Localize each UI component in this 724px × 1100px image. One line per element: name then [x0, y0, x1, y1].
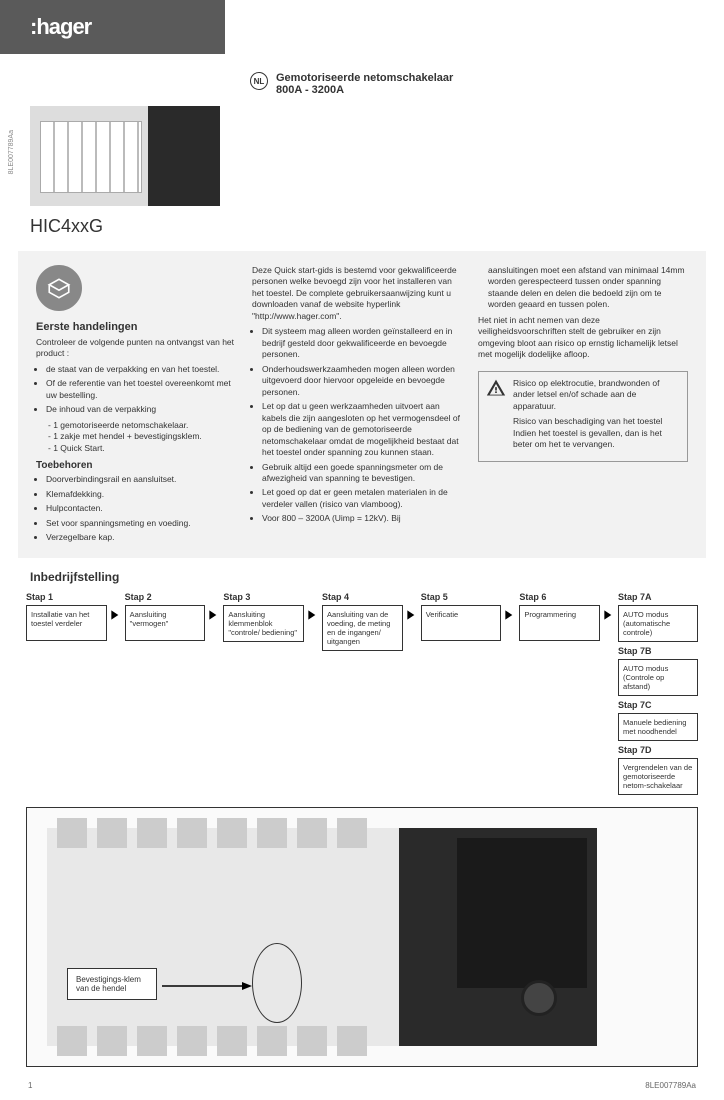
step-box: Programmering	[519, 605, 600, 641]
side-code: 8LE007789Aa	[8, 130, 15, 174]
section-title-inbedrijfstelling: Inbedrijfstelling	[0, 558, 724, 592]
step-box: Verificatie	[421, 605, 502, 641]
steps-row: Stap 1 Installatie van het toestel verdel…	[0, 592, 724, 795]
callout-label: Bevestigings-klem van de hendel	[67, 968, 157, 1000]
page-footer: 1 8LE007789Aa	[0, 1075, 724, 1100]
content-band: Eerste handelingen Controleer de volgend…	[18, 251, 706, 558]
column-2: Deze Quick start-gids is bestemd voor ge…	[252, 265, 462, 548]
step-label: Stap 6	[519, 592, 600, 602]
callout-ellipse	[252, 943, 302, 1023]
box-icon	[36, 265, 82, 311]
arrow-icon	[207, 592, 221, 622]
footer-code: 8LE007789Aa	[645, 1081, 696, 1090]
step-box: Aansluiting klemmenblok "controle/ bedie…	[223, 605, 304, 642]
step-box: Installatie van het toestel verdeler	[26, 605, 107, 641]
step-box: AUTO modus (Controle op afstand)	[618, 659, 698, 696]
bullet-list-1: de staat van de verpakking en van het to…	[36, 364, 236, 416]
brand-header: :hager	[0, 0, 225, 54]
callout-arrow-icon	[162, 980, 252, 992]
step-column: Stap 6 Programmering	[519, 592, 600, 641]
model-code: HIC4xxG	[0, 212, 724, 251]
step-label: Stap 1	[26, 592, 107, 602]
device-body	[47, 828, 597, 1046]
safety-paragraph: Het niet in acht nemen van deze veilighe…	[478, 315, 688, 361]
arrow-icon	[109, 592, 123, 622]
step-column: Stap 1 Installatie van het toestel verdel…	[26, 592, 107, 641]
product-title: Gemotoriseerde netomschakelaar	[276, 72, 453, 84]
step-box: Vergrendelen van de gemotoriseerde netom…	[618, 758, 698, 795]
intro-text-2: Deze Quick start-gids is bestemd voor ge…	[252, 265, 462, 322]
title-row: NL Gemotoriseerde netomschakelaar 800A -…	[250, 72, 724, 96]
warning-icon	[485, 378, 507, 398]
step-box: Manuele bediening met noodhendel	[618, 713, 698, 741]
product-thumbnail	[30, 106, 220, 206]
step-column: Stap 3 Aansluiting klemmenblok "controle/…	[223, 592, 304, 642]
warning-text-1: Risico op elektrocutie, brandwonden of a…	[513, 378, 681, 412]
step-label: Stap 7D	[618, 745, 698, 755]
product-range: 800A - 3200A	[276, 84, 453, 96]
continuation-text: aansluitingen moet een afstand van minim…	[478, 265, 688, 311]
large-product-diagram: Bevestigings-klem van de hendel	[26, 807, 698, 1067]
step-label: Stap 3	[223, 592, 304, 602]
step-box: Aansluiting "vermogen"	[125, 605, 206, 641]
step-column: Stap 2 Aansluiting "vermogen"	[125, 592, 206, 641]
intro-text-1: Controleer de volgende punten na ontvang…	[36, 337, 236, 360]
section-heading-1: Eerste handelingen	[36, 321, 236, 333]
rotary-dial	[521, 980, 557, 1016]
step-label: Stap 7B	[618, 646, 698, 656]
brand-logo: :hager	[30, 14, 91, 39]
arrow-icon	[306, 592, 320, 622]
step-column: Stap 4 Aansluiting van de voeding, de met…	[322, 592, 403, 651]
column-3: aansluitingen moet een afstand van minim…	[478, 265, 688, 548]
bullet-list-2: Doorverbindingsrail en aansluitset.Klema…	[36, 474, 236, 543]
step-column: Stap 5 Verificatie	[421, 592, 502, 641]
step-label: Stap 2	[125, 592, 206, 602]
control-panel	[457, 838, 587, 988]
arrow-icon	[503, 592, 517, 622]
sub-heading-toebehoren: Toebehoren	[36, 460, 236, 471]
bullet-list-3: Dit systeem mag alleen worden geïnstalle…	[252, 326, 462, 525]
warning-text-2: Risico van beschadiging van het toestel …	[513, 416, 681, 450]
step-label: Stap 4	[322, 592, 403, 602]
sub-bullets: - 1 gemotoriseerde netomschakelaar.- 1 z…	[36, 420, 236, 454]
step-label: Stap 5	[421, 592, 502, 602]
arrow-icon	[602, 592, 616, 622]
step-label: Stap 7C	[618, 700, 698, 710]
step-box: Aansluiting van de voeding, de meting en…	[322, 605, 403, 651]
page-number: 1	[28, 1081, 32, 1090]
step-box: AUTO modus (automatische controle)	[618, 605, 698, 642]
step-label: Stap 7A	[618, 592, 698, 602]
warning-box: Risico op elektrocutie, brandwonden of a…	[478, 371, 688, 462]
language-badge: NL	[250, 72, 268, 90]
step7-group: Stap 7A AUTO modus (automatische controle…	[618, 592, 698, 795]
arrow-icon	[405, 592, 419, 622]
column-1: Eerste handelingen Controleer de volgend…	[36, 265, 236, 548]
